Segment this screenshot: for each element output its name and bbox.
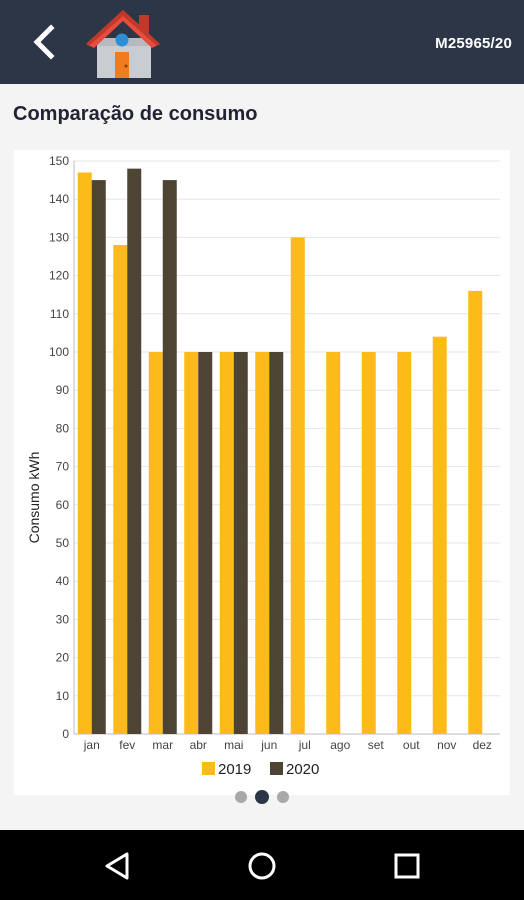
bar-2020-abr [198, 352, 213, 734]
bar-2020-fev [127, 168, 142, 734]
y-tick-label: 100 [49, 345, 69, 359]
bar-2019-abr [184, 352, 199, 734]
x-tick-label: fev [119, 738, 135, 752]
system-navigation-bar [0, 830, 524, 900]
bar-2020-mar [162, 180, 177, 735]
chevron-left-icon [33, 24, 55, 60]
bar-2020-mai [233, 352, 248, 734]
y-tick-label: 70 [56, 460, 70, 474]
triangle-back-icon[interactable] [100, 849, 134, 883]
bar-2020-jun [269, 352, 284, 734]
y-tick-label: 130 [49, 230, 69, 244]
bar-2019-jan [77, 172, 92, 735]
legend-swatch-2019 [202, 762, 215, 775]
y-tick-label: 40 [56, 574, 70, 588]
x-tick-label: set [368, 738, 385, 752]
y-tick-label: 80 [56, 421, 70, 435]
legend-label: 2020 [286, 761, 319, 778]
bar-2019-fev [113, 245, 128, 734]
page-dot[interactable] [277, 791, 289, 803]
y-tick-label: 20 [56, 651, 70, 665]
legend-swatch-2020 [270, 762, 283, 775]
y-tick-label: 150 [49, 154, 69, 168]
bar-2019-dez [468, 290, 483, 734]
x-tick-label: jun [260, 738, 277, 752]
chart-card: 0 10 20 30 40 50 60 70 80 90 100 110 120 130 140 150 Con… [14, 150, 510, 795]
page-dot[interactable] [235, 791, 247, 803]
y-tick-label: 90 [56, 383, 70, 397]
bar-2020-jan [91, 180, 106, 735]
y-tick-label: 50 [56, 536, 70, 550]
back-button[interactable] [24, 22, 64, 62]
bar-2019-ago [326, 352, 341, 734]
app-header: M25965/20 [0, 0, 524, 84]
legend-label: 2019 [218, 761, 251, 778]
bar-2019-jun [255, 352, 270, 734]
bar-2019-mar [148, 352, 163, 734]
x-tick-label: abr [190, 738, 207, 752]
x-tick-label: jul [298, 738, 311, 752]
x-tick-label: mar [152, 738, 173, 752]
x-tick-label: jan [83, 738, 100, 752]
page-title: Comparação de consumo [13, 103, 258, 125]
circle-home-icon[interactable] [245, 849, 279, 883]
consumption-bar-chart: 0 10 20 30 40 50 60 70 80 90 100 110 120 130 140 150 Con… [26, 154, 500, 778]
bar-2019-nov [432, 336, 447, 734]
square-recents-icon[interactable] [390, 849, 424, 883]
y-tick-label: 60 [56, 498, 70, 512]
house-icon [86, 10, 160, 78]
y-tick-label: 10 [56, 689, 70, 703]
y-tick-label: 120 [49, 269, 69, 283]
y-tick-label: 0 [62, 727, 69, 741]
y-tick-label: 30 [56, 612, 70, 626]
y-axis-label: Consumo kWh [26, 452, 42, 544]
page-indicator [0, 789, 524, 805]
x-tick-label: ago [330, 738, 350, 752]
page-dot[interactable] [255, 790, 269, 804]
x-tick-label: dez [473, 738, 492, 752]
y-tick-label: 140 [49, 192, 69, 206]
y-tick-label: 110 [50, 307, 69, 321]
x-tick-label: out [403, 738, 420, 752]
bar-2019-jul [290, 237, 305, 734]
bar-2019-mai [219, 352, 234, 734]
x-tick-label: mai [224, 738, 243, 752]
x-tick-label: nov [437, 738, 456, 752]
bar-2019-out [397, 352, 412, 734]
bar-2019-set [361, 352, 376, 734]
meter-id: M25965/20 [435, 35, 512, 52]
